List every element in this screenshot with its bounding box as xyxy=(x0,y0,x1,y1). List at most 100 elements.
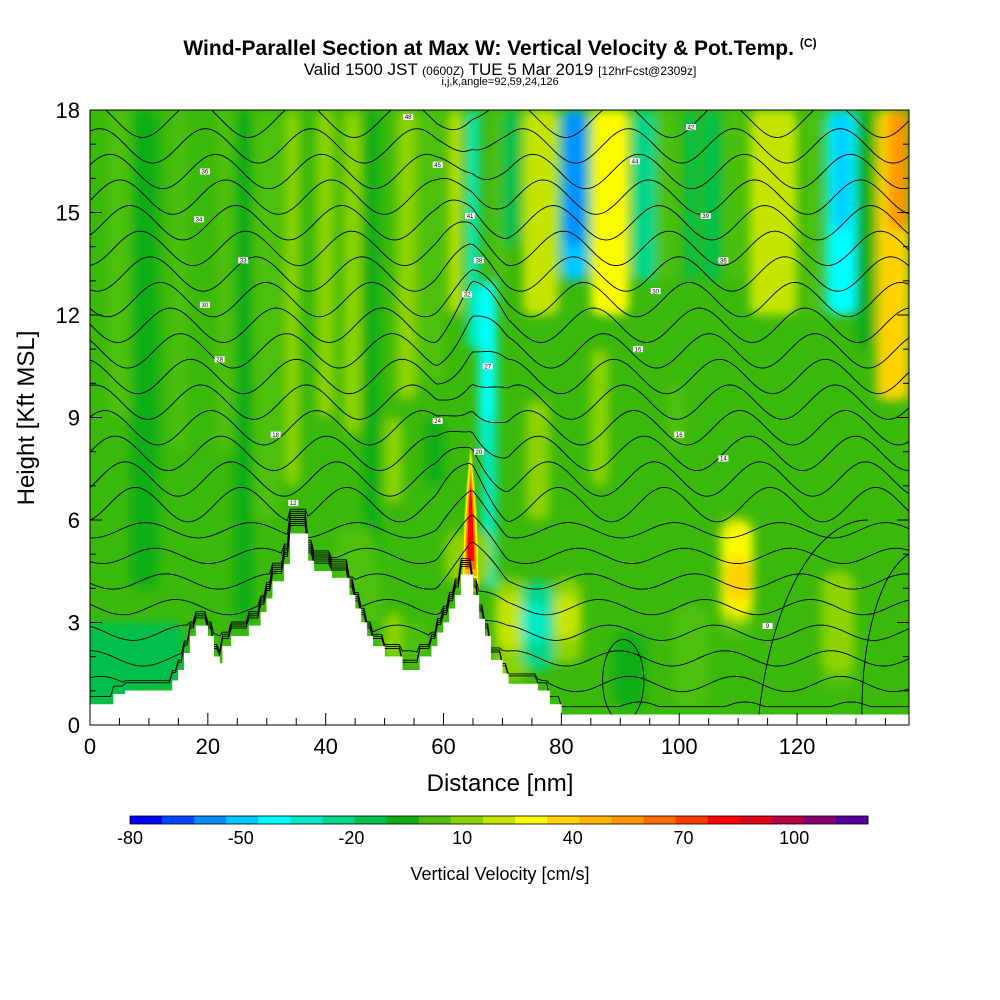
colorbar-swatch xyxy=(771,816,805,824)
y-tick-label: 12 xyxy=(56,303,80,328)
theta-label-text: 36 xyxy=(202,170,209,176)
colorbar-swatch xyxy=(226,816,259,824)
theta-contour-labels: 48 36 45 44 42 34 41 39 33 38 36 30 32 30 28 27 16 24 18 20… xyxy=(194,113,773,630)
w-band xyxy=(425,417,444,486)
theta-label-text: 39 xyxy=(702,214,709,220)
y-tick-label: 3 xyxy=(68,611,80,636)
y-tick-label: 6 xyxy=(68,508,80,533)
colorbar-swatch xyxy=(162,816,195,824)
downdraft-band xyxy=(481,297,494,411)
theta-label-text: 30 xyxy=(652,289,659,295)
theta-label-text: 38 xyxy=(476,259,483,265)
w-cell xyxy=(113,622,185,691)
theta-contour xyxy=(861,553,909,715)
y-tick-label: 15 xyxy=(56,201,80,226)
colorbar-swatch xyxy=(130,816,163,824)
theta-label-text: 24 xyxy=(434,419,441,425)
theta-label: 48 xyxy=(403,113,414,121)
theta-label: 42 xyxy=(685,124,696,131)
theta-label-text: 30 xyxy=(202,303,209,309)
colorbar-tick-label: 40 xyxy=(563,828,583,848)
theta-contour xyxy=(90,280,909,343)
theta-contour xyxy=(90,462,909,523)
w-band xyxy=(216,110,235,452)
colorbar-swatch xyxy=(482,816,516,824)
w-band xyxy=(172,110,188,452)
x-tick-label: 0 xyxy=(84,734,96,759)
colorbar-label: Vertical Velocity [cm/s] xyxy=(410,864,589,884)
colorbar: -80 -50 -20 10 40 70 100 xyxy=(117,815,869,848)
w-cell xyxy=(822,571,855,674)
w-cell xyxy=(497,595,529,650)
valid-date: TUE 5 Mar 2019 xyxy=(468,60,594,79)
chart-title: Wind-Parallel Section at Max W: Vertical… xyxy=(0,36,1000,61)
theta-contour xyxy=(90,512,909,564)
theta-contour xyxy=(90,521,909,667)
theta-contour xyxy=(758,519,868,715)
theta-contour xyxy=(90,410,909,446)
y-axis-label: Height [Kft MSL] xyxy=(13,331,40,506)
w-band xyxy=(632,110,656,281)
w-band xyxy=(419,110,444,384)
theta-contour xyxy=(90,446,909,497)
section-parameters: i,j,k,angle=92,59,24,126 xyxy=(441,76,559,88)
theta-label: 12 xyxy=(288,499,299,507)
theta-label: 39 xyxy=(700,212,711,220)
colorbar-tick-label: 10 xyxy=(452,828,472,848)
theta-label: 20 xyxy=(473,448,484,456)
w-band xyxy=(590,349,609,486)
forecast-info: [12hrFcst@2309z] xyxy=(598,64,697,78)
colorbar-swatch xyxy=(803,816,837,824)
downdraft-band xyxy=(564,110,585,247)
terrain-mask xyxy=(90,533,909,725)
colorbar-swatch xyxy=(450,816,484,824)
x-tick-label: 100 xyxy=(661,734,698,759)
colorbar-swatch xyxy=(675,816,708,824)
w-cell xyxy=(383,612,404,661)
x-tick-label: 120 xyxy=(779,734,816,759)
plot-area: 48 36 45 44 42 34 41 39 33 38 36 30 32 30 28 27 16 24 18 20… xyxy=(90,110,909,725)
theta-label-text: 16 xyxy=(676,433,683,439)
theta-contour xyxy=(90,431,909,472)
theta-label-text: 16 xyxy=(635,347,642,353)
theta-label-text: 42 xyxy=(688,125,695,131)
chart-title-suffix: (C) xyxy=(799,36,817,50)
theta-label: 38 xyxy=(473,257,484,265)
theta-contour xyxy=(90,516,909,616)
colorbar-swatch xyxy=(194,816,227,824)
w-cell xyxy=(724,557,752,602)
w-cell xyxy=(673,605,709,708)
colorbar-frame xyxy=(129,815,869,825)
theta-contour xyxy=(90,199,909,241)
w-band xyxy=(805,110,821,315)
theta-label-text: 41 xyxy=(467,214,474,220)
theta-contour xyxy=(90,383,909,420)
theta-label-text: 12 xyxy=(290,501,297,507)
theta-label-text: 18 xyxy=(272,433,279,439)
x-tick-label: 80 xyxy=(549,734,573,759)
theta-label-text: 45 xyxy=(434,163,441,169)
w-cell xyxy=(612,632,646,708)
colorbar-swatch xyxy=(322,816,356,824)
colorbar-tick-label: -50 xyxy=(228,828,254,848)
x-tick-label: 60 xyxy=(431,734,455,759)
theta-contour xyxy=(90,514,909,590)
theta-label-text: 48 xyxy=(405,115,412,121)
theta-label: 45 xyxy=(432,161,443,169)
colorbar-swatch xyxy=(835,816,869,824)
w-band xyxy=(523,110,559,315)
theta-label: 30 xyxy=(199,301,210,309)
w-band xyxy=(316,110,335,418)
theta-label-text: 36 xyxy=(720,259,727,265)
valid-utc: (0600Z) xyxy=(422,64,465,78)
w-band xyxy=(384,417,403,503)
theta-label: 27 xyxy=(482,363,493,370)
x-tick-label: 40 xyxy=(313,734,337,759)
w-band xyxy=(234,110,253,623)
theta-contour xyxy=(90,177,909,215)
theta-label-text: 44 xyxy=(632,159,639,165)
theta-label-text: 32 xyxy=(464,293,471,299)
theta-label: 33 xyxy=(238,257,249,265)
w-band xyxy=(343,110,362,435)
